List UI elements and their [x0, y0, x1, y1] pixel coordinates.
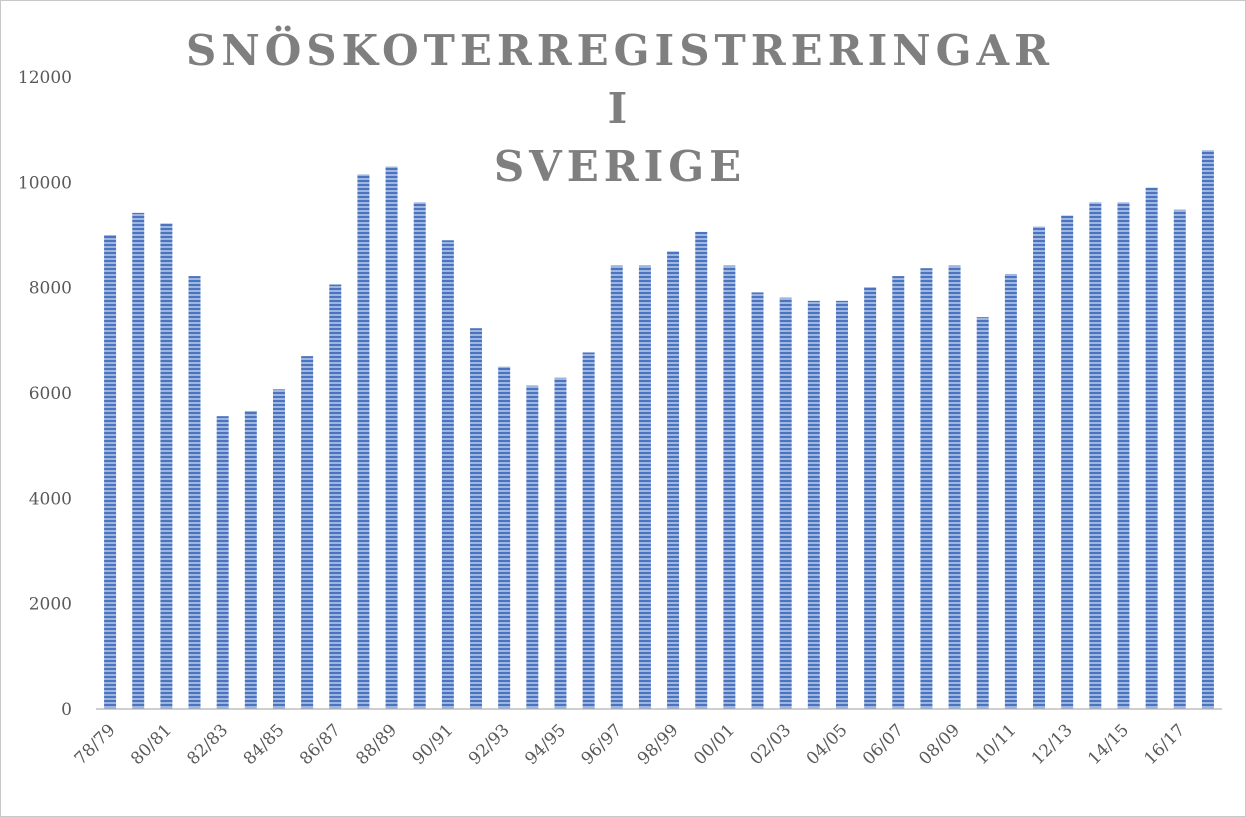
x-tick-label: 02/03 — [746, 720, 795, 769]
chart-title-line-1: SNÖSKOTERREGISTRERINGAR I — [185, 26, 1054, 133]
y-tick-label: 6000 — [29, 384, 72, 404]
x-tick-label: 94/95 — [521, 720, 570, 769]
bar-17-18 — [1201, 150, 1214, 709]
bar-98-99 — [667, 251, 680, 709]
bar-80-81 — [160, 223, 173, 709]
bar-95-96 — [582, 352, 595, 709]
bar-11-12 — [1033, 226, 1046, 709]
x-tick-label: 06/07 — [859, 720, 908, 769]
bar-87-88 — [357, 174, 370, 709]
bar-16-17 — [1173, 209, 1186, 709]
x-tick-label: 80/81 — [127, 720, 176, 769]
bar-08-09 — [948, 265, 961, 709]
bar-05-06 — [864, 287, 877, 709]
bar-04-05 — [835, 300, 848, 709]
bar-88-89 — [385, 166, 398, 709]
bar-99-00 — [695, 231, 708, 709]
x-tick-label: 96/97 — [578, 720, 627, 769]
x-tick-label: 78/79 — [71, 720, 120, 769]
x-tick-label: 98/99 — [634, 720, 683, 769]
bar-07-08 — [920, 268, 933, 709]
x-axis-labels: 78/79 80/81 82/83 84/85 86/87 88/89 90/91 92/93… — [71, 720, 1189, 769]
bar-92-93 — [498, 366, 511, 709]
bar-93-94 — [526, 385, 539, 709]
bar-12-13 — [1061, 215, 1074, 709]
x-tick-label: 12/13 — [1028, 720, 1077, 769]
bar-84-85 — [272, 389, 285, 709]
bar-10-11 — [1004, 273, 1017, 709]
x-tick-label: 82/83 — [183, 720, 232, 769]
bar-89-90 — [413, 202, 426, 709]
x-tick-label: 88/89 — [352, 720, 401, 769]
bar-00-01 — [723, 265, 736, 709]
y-tick-label: 12000 — [18, 68, 72, 88]
bar-15-16 — [1145, 187, 1158, 710]
bar-13-14 — [1089, 202, 1102, 709]
bar-series — [104, 150, 1214, 710]
bar-91-92 — [470, 328, 483, 709]
bar-79-80 — [132, 212, 145, 709]
y-tick-label: 4000 — [29, 489, 72, 509]
x-tick-label: 86/87 — [296, 720, 345, 769]
bar-81-82 — [188, 276, 201, 709]
x-tick-label: 92/93 — [465, 720, 514, 769]
bar-06-07 — [892, 276, 905, 709]
bar-03-04 — [807, 300, 820, 709]
x-tick-label: 10/11 — [972, 720, 1021, 769]
bar-86-87 — [329, 284, 342, 709]
bar-09-10 — [976, 317, 989, 709]
x-tick-label: 04/05 — [803, 720, 852, 769]
y-tick-label: 2000 — [29, 595, 72, 615]
y-tick-label: 0 — [61, 700, 72, 720]
y-tick-label: 8000 — [29, 279, 72, 299]
bar-83-84 — [244, 410, 257, 709]
bar-14-15 — [1117, 202, 1130, 709]
x-tick-label: 16/17 — [1141, 720, 1190, 769]
x-tick-label: 00/01 — [690, 720, 739, 769]
bar-82-83 — [216, 416, 229, 709]
y-axis-labels: 0 2000 4000 6000 8000 10000 12000 — [18, 68, 72, 720]
bar-02-03 — [779, 297, 792, 709]
chart-title: SNÖSKOTERREGISTRERINGAR I SVERIGE — [180, 22, 1060, 196]
x-tick-label: 90/91 — [409, 720, 458, 769]
x-tick-label: 08/09 — [915, 720, 964, 769]
x-tick-label: 14/15 — [1084, 720, 1133, 769]
bar-97-98 — [638, 265, 651, 709]
bar-90-91 — [441, 240, 454, 709]
bar-01-02 — [751, 292, 764, 709]
bar-78-79 — [104, 235, 117, 709]
bar-96-97 — [610, 265, 623, 709]
y-tick-label: 10000 — [18, 173, 72, 193]
x-tick-label: 84/85 — [240, 720, 289, 769]
chart-title-line-2: SVERIGE — [493, 142, 747, 191]
bar-94-95 — [554, 377, 567, 709]
bar-85-86 — [301, 356, 314, 709]
